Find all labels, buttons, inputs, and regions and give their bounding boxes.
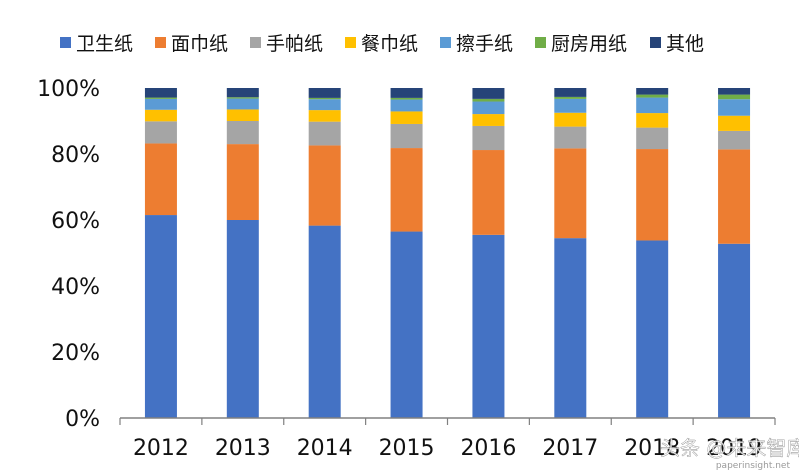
bar-segment-2015-1	[390, 231, 423, 418]
legend: 卫生纸 面巾纸 手帕纸 餐巾纸 擦手纸 厨房用纸 其他	[60, 33, 704, 55]
bar-segment-2013-2	[226, 144, 259, 220]
bar-segment-2014-7	[308, 88, 341, 98]
bar-segment-2017-5	[554, 98, 587, 113]
bar-segment-2013-7	[226, 88, 259, 98]
legend-swatch-4	[345, 37, 356, 48]
bar-segment-2014-4	[308, 110, 341, 122]
bar-segment-2013-6	[226, 97, 259, 99]
bar-segment-2012-3	[144, 121, 177, 144]
legend-label-6: 厨房用纸	[551, 33, 627, 55]
bar-segment-2013-4	[226, 109, 259, 121]
bar-segment-2016-6	[472, 98, 505, 102]
x-tick-label-2015: 2015	[379, 436, 435, 461]
bar-segment-2017-1	[554, 238, 587, 418]
x-tick-label-2012: 2012	[133, 436, 189, 461]
bar-segment-2013-3	[226, 121, 259, 145]
legend-swatch-6	[535, 37, 546, 48]
bar-segment-2012-4	[144, 109, 177, 122]
bar-segment-2016-1	[472, 234, 505, 418]
bar-segment-2019-7	[718, 88, 751, 95]
bar-segment-2019-4	[718, 115, 751, 131]
bar-segment-2019-6	[718, 94, 751, 100]
bar-segment-2013-5	[226, 98, 259, 110]
y-tick-label-1: 20%	[51, 341, 100, 366]
bars-area	[144, 88, 751, 418]
bar-segment-2017-7	[554, 88, 587, 97]
bar-segment-2016-3	[472, 125, 505, 151]
bar-segment-2016-5	[472, 101, 505, 115]
legend-label-1: 卫生纸	[76, 33, 133, 55]
bar-segment-2018-7	[636, 88, 669, 95]
x-tick-label-2019: 2019	[706, 436, 762, 461]
x-tick-label-2014: 2014	[297, 436, 353, 461]
bar-segment-2012-1	[144, 215, 177, 418]
source-text: paperinsight.net	[716, 461, 791, 471]
bar-segment-2015-6	[390, 97, 423, 100]
bar-segment-2016-4	[472, 114, 505, 126]
bar-segment-2017-4	[554, 112, 587, 127]
x-tick-label-2013: 2013	[215, 436, 271, 461]
axes: 2012 2013 2014 2015 2016 2017 2018 2019 0% 20% 40%…	[37, 77, 776, 461]
bar-segment-2019-1	[718, 243, 751, 418]
bar-segment-2012-7	[144, 88, 177, 98]
x-tick-label-2018: 2018	[624, 436, 680, 461]
bar-segment-2015-3	[390, 123, 423, 149]
legend-swatch-1	[60, 37, 71, 48]
bar-segment-2012-6	[144, 97, 177, 99]
legend-label-7: 其他	[666, 33, 704, 55]
bar-segment-2015-2	[390, 148, 423, 232]
bar-segment-2014-6	[308, 97, 341, 100]
x-tick-label-2016: 2016	[460, 436, 516, 461]
bar-segment-2019-5	[718, 99, 751, 116]
watermark-text: 头条 @未来智库	[660, 436, 799, 460]
legend-label-3: 手帕纸	[266, 33, 323, 55]
y-tick-label-3: 60%	[51, 209, 100, 234]
bar-segment-2016-2	[472, 150, 505, 235]
y-tick-label-5: 100%	[37, 77, 100, 102]
bar-segment-2018-6	[636, 94, 669, 98]
bar-segment-2017-3	[554, 126, 587, 149]
y-tick-label-0: 0%	[65, 407, 100, 432]
bar-segment-2018-5	[636, 97, 669, 114]
legend-label-2: 面巾纸	[171, 33, 228, 55]
bar-segment-2016-7	[472, 88, 505, 99]
y-tick-label-4: 80%	[51, 143, 100, 168]
legend-swatch-5	[440, 37, 451, 48]
bar-segment-2014-3	[308, 121, 341, 146]
bar-segment-2014-5	[308, 99, 341, 111]
bar-segment-2014-2	[308, 145, 341, 226]
bar-segment-2017-6	[554, 96, 587, 99]
legend-label-4: 餐巾纸	[361, 33, 418, 55]
bar-segment-2013-1	[226, 220, 259, 418]
bar-segment-2019-3	[718, 130, 751, 150]
bar-segment-2012-5	[144, 98, 177, 110]
bar-segment-2018-4	[636, 113, 669, 128]
bar-segment-2015-7	[390, 88, 423, 98]
bar-segment-2014-1	[308, 225, 341, 418]
bar-segment-2018-2	[636, 149, 669, 241]
x-tick-label-2017: 2017	[542, 436, 598, 461]
legend-swatch-3	[250, 37, 261, 48]
legend-label-5: 擦手纸	[456, 33, 513, 55]
y-tick-label-2: 40%	[51, 275, 100, 300]
bar-segment-2018-3	[636, 127, 669, 150]
legend-swatch-7	[650, 37, 661, 48]
bar-segment-2018-1	[636, 240, 669, 418]
bar-segment-2019-2	[718, 149, 751, 244]
bar-segment-2015-4	[390, 111, 423, 124]
bar-segment-2015-5	[390, 99, 423, 112]
bar-segment-2017-2	[554, 148, 587, 239]
bar-segment-2012-2	[144, 143, 177, 216]
legend-swatch-2	[155, 37, 166, 48]
